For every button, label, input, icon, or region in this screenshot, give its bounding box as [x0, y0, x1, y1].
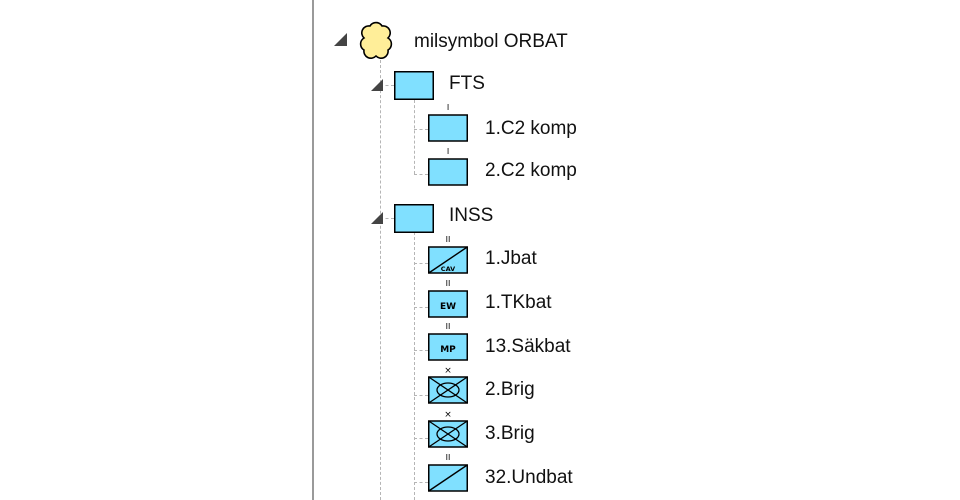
echelon-marker: II — [446, 279, 451, 288]
echelon-marker: × — [444, 410, 452, 420]
tree-guide-h — [414, 129, 428, 130]
orbat-root-symbol-icon — [358, 20, 394, 60]
tree-node-label[interactable]: 2.C2 komp — [485, 160, 577, 181]
tree-guide-h — [380, 85, 394, 86]
echelon-marker: I — [447, 103, 449, 112]
modifier-label: MP — [440, 345, 456, 355]
tree-guide-h — [414, 174, 428, 175]
modifier-label: EW — [440, 302, 456, 312]
tree-guide-h — [414, 307, 428, 308]
collapse-toggle-icon[interactable] — [371, 212, 383, 224]
tree-node-label[interactable]: 32.Undbat — [485, 467, 573, 488]
tree-guide-h — [414, 438, 428, 439]
tree-guide-h — [414, 482, 428, 483]
tree-node-label[interactable]: 1.C2 komp — [485, 118, 577, 139]
tree-guide-h — [414, 350, 428, 351]
tree-node-label[interactable]: 1.Jbat — [485, 248, 537, 269]
tree-guide-inss — [414, 232, 415, 500]
unit-company-icon: I — [428, 103, 468, 142]
modifier-label: CAV — [441, 265, 455, 273]
electronic-warfare-battalion-icon: II EW — [428, 279, 468, 318]
unit-frame-icon — [394, 71, 434, 100]
tree-node-label[interactable]: 13.Säkbat — [485, 336, 571, 357]
echelon-marker: II — [446, 322, 451, 331]
tree-node-inss-label[interactable]: INSS — [449, 205, 494, 226]
echelon-marker: II — [446, 235, 451, 244]
tree-node-fts-label[interactable]: FTS — [449, 73, 485, 94]
unit-frame-icon — [394, 204, 434, 233]
tree-guide-h — [380, 218, 394, 219]
tree-node-label[interactable]: 2.Brig — [485, 379, 535, 400]
echelon-marker: II — [446, 453, 451, 462]
tree-guide-root — [380, 60, 381, 500]
tree-guide-h — [414, 263, 428, 264]
tree-node-label[interactable]: 1.TKbat — [485, 292, 552, 313]
tree-node-root-label[interactable]: milsymbol ORBAT — [414, 31, 568, 52]
armored-infantry-brigade-icon: × — [428, 366, 468, 404]
collapse-toggle-icon[interactable] — [334, 33, 347, 46]
echelon-marker: × — [444, 366, 452, 376]
tree-node-label[interactable]: 3.Brig — [485, 423, 535, 444]
cavalry-battalion-icon: II CAV — [428, 235, 468, 274]
armored-infantry-brigade-icon: × — [428, 410, 468, 448]
military-police-battalion-icon: II MP — [428, 322, 468, 361]
panel-divider — [312, 0, 314, 500]
unit-company-icon: I — [428, 147, 468, 186]
tree-guide-h — [414, 395, 428, 396]
echelon-marker: I — [447, 147, 449, 156]
tree-guide-fts — [414, 100, 415, 174]
collapse-toggle-icon[interactable] — [371, 79, 383, 91]
reconnaissance-battalion-icon: II — [428, 453, 468, 492]
